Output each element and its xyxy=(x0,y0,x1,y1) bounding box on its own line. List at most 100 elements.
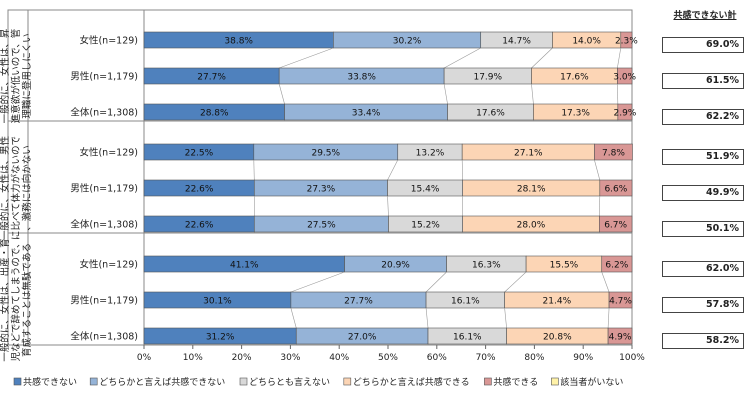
row-label: 全体(n=1,308) xyxy=(70,331,138,343)
group-label-line: に比べて体力がないので xyxy=(10,136,22,240)
data-label: 27.5% xyxy=(307,221,336,231)
side-total-box: 62.2% xyxy=(662,109,744,125)
connector-line xyxy=(531,83,534,105)
connector-line xyxy=(425,307,429,329)
bar-segment xyxy=(607,327,633,345)
data-label: 16.3% xyxy=(472,261,501,271)
x-tick-label: 60% xyxy=(427,353,447,363)
data-label: 15.2% xyxy=(411,221,440,231)
group-label-line: 、激務には向かない xyxy=(21,145,33,231)
row-label: 女性(n=129) xyxy=(79,259,138,271)
group-label-line: 進意欲が低いので、管 xyxy=(10,29,22,124)
legend-label: どちらかと言えば共感できる xyxy=(353,376,470,388)
group-label-line: 理職に登用しにくい xyxy=(22,33,33,118)
data-label: 14.7% xyxy=(502,37,531,47)
group-label: 一般的に、女性は、男性に比べて体力がないので、激務には向かない xyxy=(0,135,33,240)
data-label: 28.8% xyxy=(200,109,229,119)
data-label: 15.4% xyxy=(411,185,440,195)
bar-segment xyxy=(617,103,633,121)
connector-line xyxy=(443,47,481,69)
side-total-box: 61.5% xyxy=(662,73,744,89)
group-label-line: 一般的に、女性は、出産・育 xyxy=(0,238,11,361)
connector-line xyxy=(617,47,622,69)
data-label: 33.4% xyxy=(352,109,381,119)
x-tick-label: 50% xyxy=(378,353,398,363)
connector-line xyxy=(425,271,447,293)
x-tick-label: 100% xyxy=(619,353,645,363)
data-label: 6.2% xyxy=(605,261,628,271)
legend-swatch xyxy=(343,377,352,386)
data-label: 7.8% xyxy=(602,149,625,159)
data-label: 28.1% xyxy=(517,185,546,195)
connector-line xyxy=(504,271,527,293)
data-label: 20.8% xyxy=(543,333,572,343)
group-label: 一般的に、女性は、出産・育児などで辞めてしまうので、育成することは無駄である xyxy=(0,238,33,361)
data-label: 3.0% xyxy=(613,73,636,83)
group-label: 一般的に、女性は、昇進意欲が低いので、管理職に登用しにくい xyxy=(0,28,33,123)
data-label: 27.3% xyxy=(307,185,336,195)
data-label: 16.1% xyxy=(453,333,482,343)
row-label: 男性(n=1,179) xyxy=(70,183,138,195)
bar-segment xyxy=(601,255,633,273)
side-total-box: 69.0% xyxy=(662,37,744,53)
data-label: 21.4% xyxy=(543,297,572,307)
data-label: 4.7% xyxy=(609,297,632,307)
connector-line xyxy=(504,307,507,329)
legend-label: 共感できる xyxy=(493,376,538,388)
connector-line xyxy=(594,159,601,181)
legend-swatch xyxy=(89,377,98,386)
side-total-box: 58.2% xyxy=(662,333,744,349)
data-label: 6.6% xyxy=(604,185,627,195)
connector-line xyxy=(279,47,334,69)
row-label: 全体(n=1,308) xyxy=(70,107,138,119)
data-label: 2.9% xyxy=(613,109,636,119)
side-total-box: 51.9% xyxy=(662,149,744,165)
side-total-box: 50.1% xyxy=(662,221,744,237)
connector-line xyxy=(290,271,345,293)
data-label: 22.5% xyxy=(185,149,214,159)
connector-line xyxy=(387,195,389,217)
row-label: 女性(n=129) xyxy=(79,35,138,47)
data-label: 15.5% xyxy=(550,261,579,271)
connector-line xyxy=(607,307,610,329)
data-label: 2.3% xyxy=(615,37,638,47)
x-tick-label: 10% xyxy=(183,353,203,363)
side-total-box: 57.8% xyxy=(662,297,744,313)
row-label: 男性(n=1,179) xyxy=(70,295,138,307)
connector-line xyxy=(443,83,448,105)
data-label: 27.1% xyxy=(514,149,543,159)
data-label: 14.0% xyxy=(572,37,601,47)
side-total-title: 共感できない計 xyxy=(673,11,737,21)
legend-swatch xyxy=(551,377,559,386)
data-label: 20.9% xyxy=(381,261,410,271)
data-label: 29.5% xyxy=(311,149,340,159)
data-label: 22.6% xyxy=(185,185,214,195)
x-tick-label: 20% xyxy=(232,353,252,363)
connector-line xyxy=(601,271,610,293)
side-total-box: 62.0% xyxy=(662,261,744,277)
data-label: 17.9% xyxy=(473,73,502,83)
data-label: 33.8% xyxy=(347,73,376,83)
legend-swatch xyxy=(239,377,248,386)
data-label: 17.3% xyxy=(561,109,590,119)
x-tick-label: 40% xyxy=(329,353,349,363)
group-label-line: 一般的に、女性は、男性 xyxy=(0,135,11,240)
x-tick-label: 90% xyxy=(573,353,593,363)
legend-swatch xyxy=(13,377,22,386)
connector-line xyxy=(531,47,553,69)
data-label: 38.8% xyxy=(224,37,253,47)
row-label: 女性(n=129) xyxy=(79,147,138,159)
group-label-line: 児などで辞めてしまうので、 xyxy=(10,239,22,362)
data-label: 6.7% xyxy=(604,221,627,231)
x-tick-label: 80% xyxy=(524,353,544,363)
side-total-box: 49.9% xyxy=(662,185,744,201)
plot-frame xyxy=(7,9,633,346)
legend-label: 共感できない xyxy=(23,376,77,388)
bar-segment xyxy=(599,215,633,233)
group-label-line: 育成することは無駄である xyxy=(21,243,33,357)
connector-line xyxy=(278,83,285,105)
group-label-line: 一般的に、女性は、昇 xyxy=(0,28,11,123)
legend-label: どちらかと言えば共感できない xyxy=(99,376,225,388)
row-label: 全体(n=1,308) xyxy=(70,219,138,231)
